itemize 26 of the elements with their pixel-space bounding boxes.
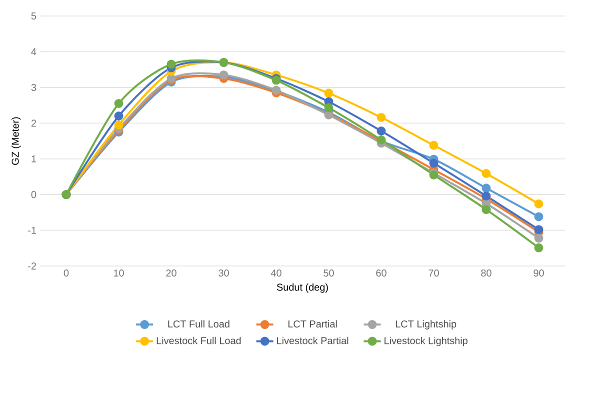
y-tick-label: 5 <box>31 12 36 20</box>
x-tick-label: 0 <box>64 270 69 277</box>
legend-label: Livestock Partial <box>277 336 348 344</box>
x-tick-label: 60 <box>376 270 386 277</box>
x-tick-label: 70 <box>428 270 439 277</box>
x-axis-title: Sudut (deg) <box>276 283 328 293</box>
y-tick-label: 0 <box>31 191 36 198</box>
y-tick-label: 1 <box>32 155 36 162</box>
y-tick-label: 2 <box>31 120 36 127</box>
x-tick-label: 90 <box>534 270 544 277</box>
y-tick-label: -1 <box>28 226 36 234</box>
legend-label: LCT Lightship <box>396 320 456 330</box>
y-axis-title: GZ (Meter) <box>12 117 21 165</box>
legend-label: Livestock Full Load <box>156 336 241 344</box>
legend-label: Livestock Lightship <box>384 336 468 346</box>
x-tick-label: 50 <box>324 270 334 277</box>
y-tick-label: 3 <box>31 84 36 91</box>
legend-label: LCT Full Load <box>168 320 230 328</box>
x-tick-label: 20 <box>166 270 176 277</box>
x-tick-label: 40 <box>270 270 282 277</box>
x-tick-label: 30 <box>218 270 229 277</box>
x-tick-label: 80 <box>481 270 492 277</box>
x-tick-label: 10 <box>114 270 124 277</box>
legend-label: LCT Partial <box>288 320 337 328</box>
y-tick-label: -2 <box>28 262 36 270</box>
y-tick-label: 4 <box>31 48 36 56</box>
